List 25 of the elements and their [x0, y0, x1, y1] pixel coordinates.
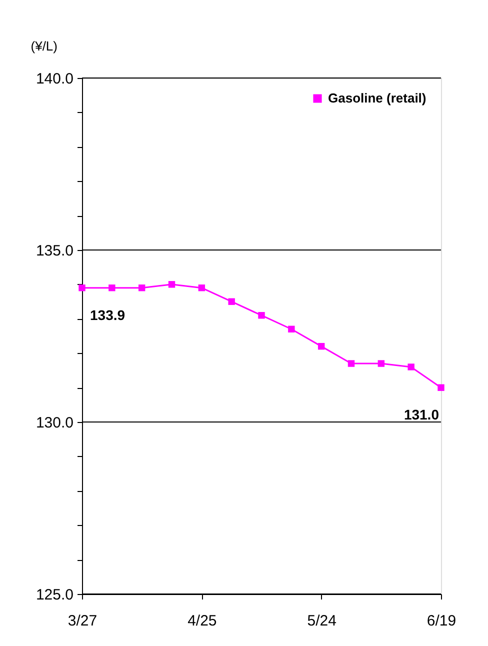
point: [438, 384, 444, 391]
y-tick-label: 135.0: [36, 242, 74, 260]
data-label: 133.9: [90, 306, 126, 323]
y-tick-label: 130.0: [36, 414, 74, 432]
x-tick-label: 3/27: [68, 612, 98, 630]
point: [108, 284, 116, 292]
point: [288, 326, 295, 332]
x-tick-label: 5/24: [307, 612, 336, 630]
point: [198, 284, 206, 292]
point: [408, 364, 414, 370]
point: [168, 281, 176, 288]
y-axis-title: (¥/L): [30, 38, 58, 54]
point: [258, 312, 265, 319]
point: [378, 360, 385, 367]
x-tick-label: 4/25: [188, 612, 217, 630]
data-label: 131.0: [404, 406, 440, 423]
point: [228, 298, 235, 305]
point: [78, 284, 86, 292]
x-tick-label: 6/19: [426, 612, 456, 630]
y-tick-label: 140.0: [36, 70, 74, 88]
point: [318, 342, 325, 350]
point: [348, 360, 355, 367]
legend-label: Gasoline (retail): [328, 90, 426, 106]
y-tick-label: 125.0: [36, 586, 74, 604]
point: [138, 284, 146, 292]
